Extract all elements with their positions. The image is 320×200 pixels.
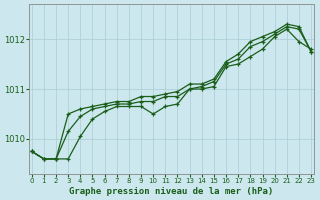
X-axis label: Graphe pression niveau de la mer (hPa): Graphe pression niveau de la mer (hPa) <box>69 187 274 196</box>
